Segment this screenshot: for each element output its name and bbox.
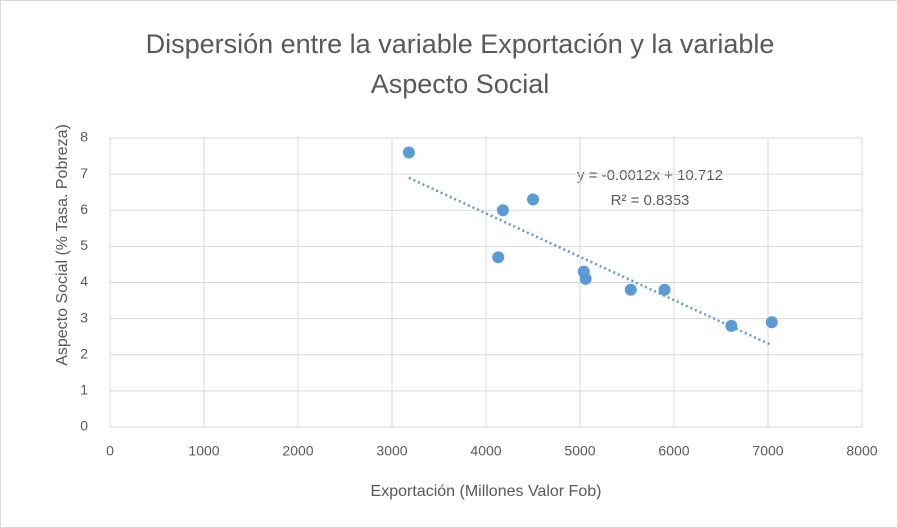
data-point <box>765 316 778 329</box>
chart-title: Dispersión entre la variable Exportación… <box>145 29 775 99</box>
x-tick-label: 1000 <box>188 443 219 459</box>
y-tick-label: 1 <box>80 382 88 398</box>
trendline-r-squared: R² = 0.8353 <box>611 192 690 209</box>
data-point <box>496 204 509 217</box>
data-point <box>492 251 505 264</box>
data-point <box>658 283 671 296</box>
y-tick-label: 5 <box>80 237 88 253</box>
x-tick-label: 8000 <box>846 443 877 459</box>
data-point <box>579 272 592 285</box>
y-tick-label: 8 <box>80 129 88 145</box>
trendline-equation: y = -0.0012x + 10.712 <box>577 167 723 184</box>
trendline <box>408 176 773 347</box>
y-tick-label: 7 <box>80 165 88 181</box>
y-tick-label: 2 <box>80 345 88 361</box>
x-tick-label: 4000 <box>470 443 501 459</box>
y-tick-label: 3 <box>80 309 88 325</box>
data-point <box>624 283 637 296</box>
x-tick-label: 2000 <box>282 443 313 459</box>
y-tick-label: 0 <box>80 418 88 434</box>
x-tick-label: 7000 <box>752 443 783 459</box>
y-tick-label: 6 <box>80 201 88 217</box>
data-point <box>402 146 415 159</box>
x-tick-label: 5000 <box>564 443 595 459</box>
x-tick-label: 6000 <box>658 443 689 459</box>
x-axis-label: Exportación (Millones Valor Fob) <box>371 483 602 500</box>
data-point <box>725 319 738 332</box>
x-tick-label: 0 <box>106 443 114 459</box>
data-point <box>527 193 539 206</box>
x-tick-label: 3000 <box>376 443 407 459</box>
y-axis-label: Aspecto Social (% Tasa. Pobreza) <box>54 124 71 366</box>
y-tick-label: 4 <box>80 273 88 289</box>
